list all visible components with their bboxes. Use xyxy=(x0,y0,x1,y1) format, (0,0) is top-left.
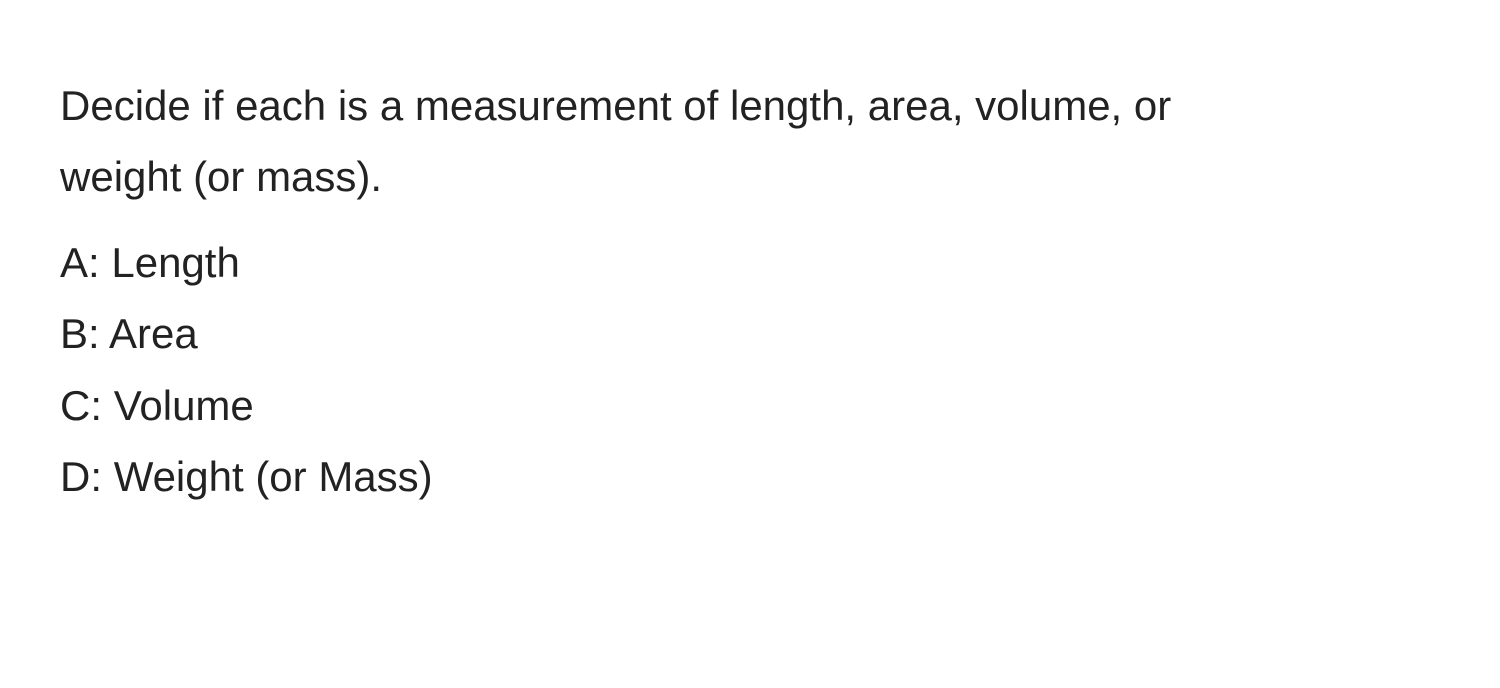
option-a: A: Length xyxy=(60,227,1260,298)
option-c: C: Volume xyxy=(60,370,1260,441)
option-b: B: Area xyxy=(60,298,1260,369)
option-b-label: B xyxy=(60,310,88,357)
option-c-label: C xyxy=(60,382,90,429)
option-b-text: Area xyxy=(109,310,198,357)
option-d: D: Weight (or Mass) xyxy=(60,441,1260,512)
option-d-label: D xyxy=(60,453,90,500)
question-container: Decide if each is a measurement of lengt… xyxy=(60,70,1260,512)
option-a-label: A xyxy=(60,239,88,286)
option-a-text: Length xyxy=(111,239,239,286)
question-prompt: Decide if each is a measurement of lengt… xyxy=(60,70,1260,213)
option-d-text: Weight (or Mass) xyxy=(114,453,433,500)
option-c-text: Volume xyxy=(114,382,254,429)
